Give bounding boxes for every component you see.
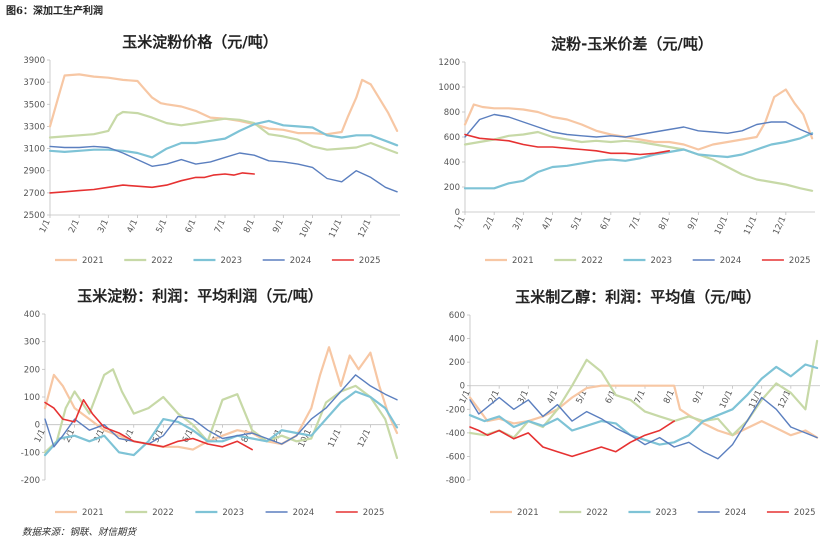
y-tick-label: 300 — [24, 338, 40, 348]
legend-label: 2024 — [725, 508, 747, 518]
legend-label: 2024 — [293, 508, 315, 518]
legend-label: 2025 — [359, 256, 381, 266]
legend-label: 2025 — [789, 256, 811, 266]
y-tick-label: 200 — [449, 358, 465, 368]
series-line-2024 — [469, 396, 818, 460]
y-tick-label: -200 — [21, 476, 40, 486]
series-line-2023 — [468, 363, 819, 446]
series-line-2024 — [464, 113, 813, 138]
series-line-2022 — [463, 130, 814, 192]
chart-title: 淀粉-玉米价差（元/吨） — [551, 35, 713, 53]
y-tick-label: 2900 — [23, 167, 45, 177]
y-tick-label: 0 — [35, 421, 40, 431]
series-line-2023 — [463, 132, 814, 190]
x-tick-label: 6/1 — [604, 389, 619, 406]
legend-label: 2023 — [222, 508, 244, 518]
y-tick-label: 100 — [24, 393, 40, 403]
legend-label: 2022 — [151, 256, 173, 266]
y-tick-label: -100 — [21, 448, 40, 458]
series-line-2024 — [49, 145, 398, 193]
y-tick-label: 600 — [449, 311, 465, 321]
x-tick-label: 4/1 — [545, 389, 560, 406]
y-tick-label: 400 — [444, 158, 460, 168]
legend-label: 2024 — [720, 256, 742, 266]
legend-label: 2022 — [581, 256, 603, 266]
series-line-2021 — [468, 384, 819, 439]
chart-title: 玉米淀粉：利润：平均利润（元/吨） — [77, 287, 322, 305]
y-tick-label: 400 — [24, 310, 40, 320]
figure-label: 图6：深加工生产利润 — [6, 6, 103, 17]
chart-ethanol-profit: 玉米制乙醇：利润：平均值（元/吨） 600 400 200 0 -200 -400 -600 -… — [446, 288, 820, 518]
series-line-2021 — [463, 88, 814, 151]
y-tick-label: 200 — [444, 183, 460, 193]
y-tick-label: -800 — [446, 476, 465, 486]
series-line-2025 — [464, 133, 671, 156]
series-line-2023 — [43, 390, 399, 457]
y-tick-label: 0 — [455, 208, 460, 218]
legend-label: 2021 — [82, 508, 104, 518]
y-tick-label: 2700 — [23, 189, 45, 199]
legend-label: 2025 — [794, 508, 816, 518]
series-line-2022 — [48, 110, 399, 155]
series-line-2025 — [44, 398, 253, 451]
source-note: 数据来源：钢联、财信期货 — [22, 527, 137, 538]
x-tick-label: 10/1 — [718, 389, 735, 411]
legend-label: 2023 — [220, 256, 242, 266]
legend-label: 2021 — [82, 256, 104, 266]
y-tick-label: 1200 — [438, 58, 460, 68]
y-tick-label: 3700 — [23, 78, 45, 88]
y-tick-label: -200 — [446, 405, 465, 415]
chart-starch-price: 玉米淀粉价格（元/吨） 3900 3700 3500 3300 3100 2900 2700 2… — [23, 33, 400, 266]
legend-label: 2023 — [650, 256, 672, 266]
y-tick-label: 0 — [460, 382, 465, 392]
chart-title: 玉米淀粉价格（元/吨） — [122, 33, 277, 51]
y-tick-label: 200 — [24, 365, 40, 375]
x-tick-label: 9/1 — [691, 389, 706, 406]
y-tick-label: 600 — [444, 133, 460, 143]
y-tick-label: -600 — [446, 452, 465, 462]
chart-starch-profit: 玉米淀粉：利润：平均利润（元/吨）4003002001000-100-2001/… — [21, 287, 400, 518]
legend-label: 2022 — [152, 508, 174, 518]
series-line-2024 — [44, 374, 398, 448]
legend-label: 2021 — [512, 256, 534, 266]
y-tick-label: 1000 — [438, 83, 460, 93]
legend-label: 2024 — [290, 256, 312, 266]
y-tick-label: -400 — [446, 429, 465, 439]
y-tick-label: 3100 — [23, 145, 45, 155]
legend-label: 2021 — [517, 508, 539, 518]
y-tick-label: 2500 — [23, 211, 45, 221]
series-line-2023 — [48, 119, 399, 159]
y-tick-label: 3500 — [23, 100, 45, 110]
y-tick-label: 800 — [444, 108, 460, 118]
y-tick-label: 3900 — [23, 56, 45, 66]
legend-label: 2025 — [363, 508, 385, 518]
y-tick-label: 400 — [449, 335, 465, 345]
y-tick-label: 3300 — [23, 122, 45, 132]
legend-label: 2022 — [586, 508, 608, 518]
series-line-2025 — [49, 172, 255, 194]
legend-label: 2023 — [655, 508, 677, 518]
chart-title: 玉米制乙醇：利润：平均值（元/吨） — [515, 288, 760, 306]
series-line-2025 — [469, 420, 676, 458]
